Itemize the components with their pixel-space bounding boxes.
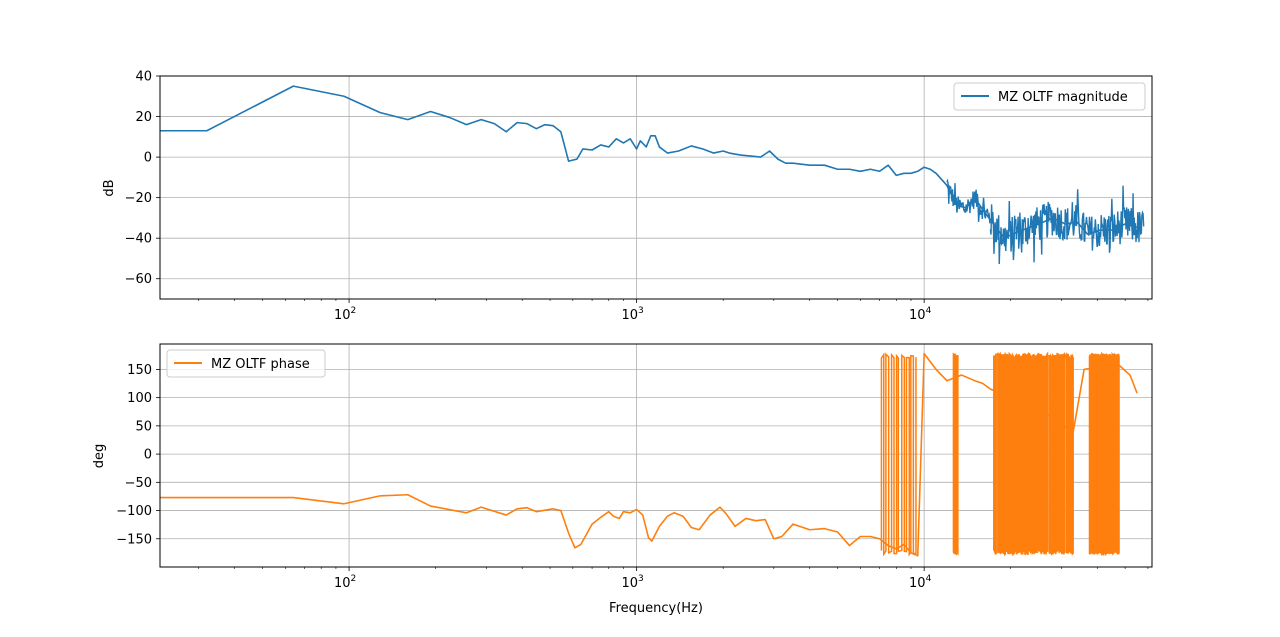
x-tick-base: 10 [909,576,926,591]
y-tick-label: 40 [135,70,152,85]
series-wrap-band [952,352,959,557]
y-tick-label: −50 [125,476,152,491]
x-tick-label: 102 [334,306,356,323]
x-tick-exponent: 4 [926,306,932,316]
magnitude-legend: MZ OLTF magnitude [953,82,1146,111]
series-wrap-band [880,352,917,557]
y-tick-label: 0 [144,151,152,166]
x-tick-exponent: 2 [350,306,356,316]
y-tick-label: −60 [125,272,152,287]
x-tick-exponent: 2 [350,574,356,584]
y-tick-label: −150 [116,532,152,547]
y-tick-label: 50 [135,419,152,434]
x-tick-base: 10 [909,308,926,323]
series-wrap-band [993,351,1074,557]
x-tick-base: 10 [334,576,351,591]
y-tick-label: 150 [127,363,152,378]
x-tick-label: 104 [909,574,932,591]
phase-x-axis-label: Frequency(Hz) [609,601,703,616]
y-tick-label: 0 [144,448,152,463]
series-wrap-band [1088,351,1120,557]
y-tick-label: −100 [116,504,152,519]
y-tick-label: −20 [125,191,152,206]
magnitude-axes-frame [159,75,1153,300]
series-line [160,352,1138,557]
magnitude-legend-label: MZ OLTF magnitude [998,90,1128,105]
x-tick-exponent: 3 [638,306,644,316]
y-tick-label: −40 [125,232,152,247]
x-tick-label: 103 [621,306,643,323]
series-line [160,85,1140,239]
x-tick-base: 10 [621,576,638,591]
phase-axes-frame [159,343,1153,568]
x-tick-base: 10 [621,308,638,323]
x-tick-label: 102 [334,574,356,591]
series-noise-segment [989,185,1145,265]
magnitude-y-axis-label: dB [102,179,117,196]
series-noise-segment [946,178,991,224]
x-tick-exponent: 4 [926,574,932,584]
y-tick-label: 100 [127,391,152,406]
magnitude-legend-box [953,82,1146,111]
x-tick-base: 10 [334,308,351,323]
phase-series [160,351,1138,557]
x-tick-label: 103 [621,574,643,591]
magnitude-series [160,85,1145,265]
x-tick-label: 104 [909,306,932,323]
phase-legend-label: MZ OLTF phase [211,357,310,372]
phase-legend-box [166,349,326,378]
phase-y-axis-label: deg [92,444,107,469]
phase-grid [160,344,1152,567]
y-tick-label: 20 [135,110,152,125]
phase-legend: MZ OLTF phase [166,349,326,378]
x-tick-exponent: 3 [638,574,644,584]
